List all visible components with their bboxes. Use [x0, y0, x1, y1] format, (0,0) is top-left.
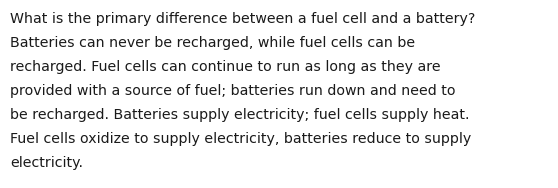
Text: be recharged. Batteries supply electricity; fuel cells supply heat.: be recharged. Batteries supply electrici… [10, 108, 469, 122]
Text: Batteries can never be recharged, while fuel cells can be: Batteries can never be recharged, while … [10, 36, 415, 50]
Text: provided with a source of fuel; batteries run down and need to: provided with a source of fuel; batterie… [10, 84, 455, 98]
Text: Fuel cells oxidize to supply electricity, batteries reduce to supply: Fuel cells oxidize to supply electricity… [10, 132, 472, 146]
Text: recharged. Fuel cells can continue to run as long as they are: recharged. Fuel cells can continue to ru… [10, 60, 441, 74]
Text: What is the primary difference between a fuel cell and a battery?: What is the primary difference between a… [10, 12, 475, 26]
Text: electricity.: electricity. [10, 156, 83, 170]
